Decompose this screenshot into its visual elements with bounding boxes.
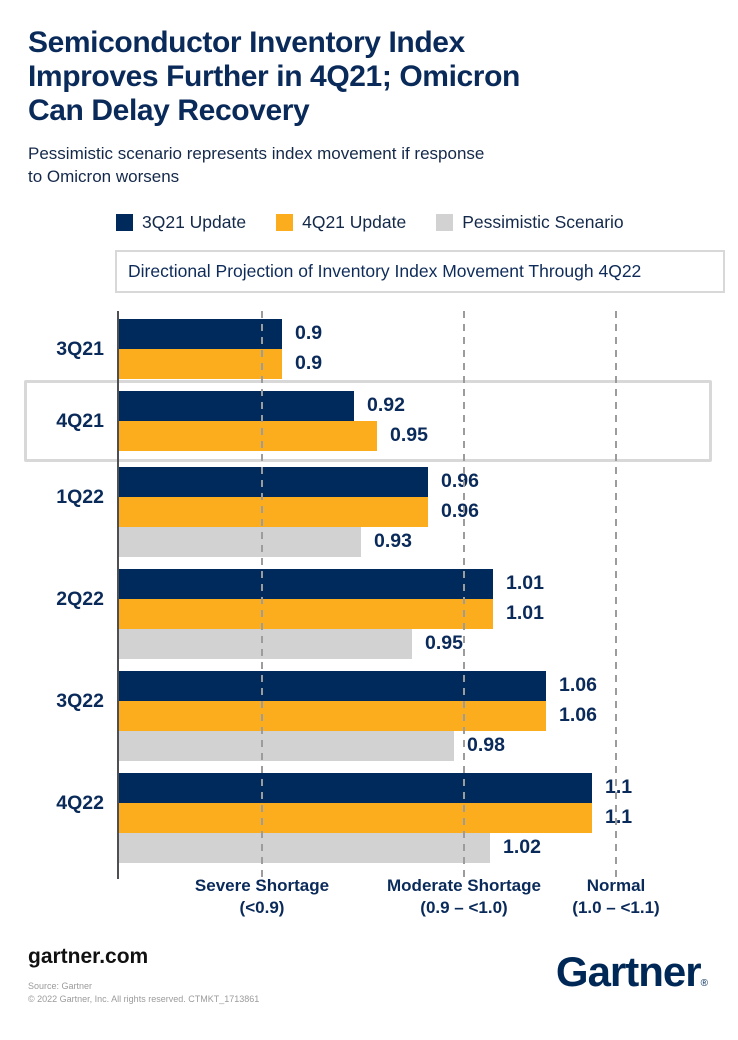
bar-3q21-update (118, 569, 493, 599)
bar-3q21-update (118, 773, 592, 803)
footer: gartner.com Source: Gartner © 2022 Gartn… (28, 945, 710, 1006)
bar-4q21-update (118, 599, 493, 629)
page-subtitle: Pessimistic scenario represents index mo… (28, 142, 710, 188)
axis-baseline (117, 311, 119, 879)
page-title: Semiconductor Inventory Index Improves F… (28, 26, 710, 128)
bar-chart: 3Q21 0.9 0.9 4Q21 0.92 (24, 311, 712, 921)
bar-4q21-update (118, 349, 282, 379)
source-line: Source: Gartner (28, 981, 93, 991)
bar-value-label: 1.01 (506, 572, 544, 595)
bar-4q21-update (118, 421, 377, 451)
bar-value-label: 0.9 (295, 322, 323, 345)
bar-value-label: 1.02 (503, 836, 541, 859)
bar-pessimistic (118, 629, 412, 659)
title-line-2: Improves Further in 4Q21; Omicron (28, 60, 520, 93)
gartner-com-link: gartner.com (28, 945, 149, 968)
bar-value-label: 0.95 (390, 424, 428, 447)
legend-label: Pessimistic Scenario (462, 212, 624, 232)
category-label: 4Q22 (56, 791, 104, 814)
bar-3q21-update (118, 319, 282, 349)
chart-rows: 3Q21 0.9 0.9 4Q21 0.92 (24, 319, 712, 863)
bar-value-label: 0.98 (467, 734, 505, 757)
bar-3q21-update (118, 467, 428, 497)
bar-3q21-update (118, 391, 354, 421)
bar-4q21-update (118, 701, 546, 731)
bar-pessimistic (118, 833, 490, 863)
title-line-3: Can Delay Recovery (28, 94, 310, 127)
legend-item-pessimistic: Pessimistic Scenario (436, 212, 624, 233)
category-label: 2Q22 (56, 587, 104, 610)
bar-value-label: 1.06 (559, 704, 597, 727)
bar-value-label: 0.96 (441, 500, 479, 523)
subtitle-line-2: to Omicron worsens (28, 167, 180, 186)
category-label: 3Q21 (56, 337, 104, 360)
bar-group-4q22: 4Q22 1.1 1.1 1.02 (28, 773, 710, 863)
bar-value-label: 1.01 (506, 602, 544, 625)
chart-legend: 3Q21 Update 4Q21 Update Pessimistic Scen… (116, 212, 710, 233)
gartner-logo: Gartner® (555, 948, 708, 995)
bar-group-1q22: 1Q22 0.96 0.96 0.93 (28, 467, 710, 557)
gridline-severe (261, 311, 263, 879)
category-label: 3Q22 (56, 689, 104, 712)
zone-label-moderate-shortage: Moderate Shortage (0.9 – <1.0) (387, 876, 541, 917)
subtitle-line-1: Pessimistic scenario represents index mo… (28, 144, 485, 163)
bar-group-3q21: 3Q21 0.9 0.9 (28, 319, 710, 379)
bar-group-4q21: 4Q21 0.92 0.95 (24, 380, 712, 462)
legend-item-4q21-update: 4Q21 Update (276, 212, 406, 233)
bar-group-3q22: 3Q22 1.06 1.06 0.98 (28, 671, 710, 761)
footer-left: gartner.com Source: Gartner © 2022 Gartn… (28, 945, 259, 1006)
copyright-line: © 2022 Gartner, Inc. All rights reserved… (28, 994, 260, 1004)
legend-swatch-gray (436, 214, 454, 231)
callout-box: Directional Projection of Inventory Inde… (115, 250, 725, 293)
legend-label: 4Q21 Update (302, 212, 407, 232)
legend-swatch-navy (116, 214, 133, 231)
bar-3q21-update (118, 671, 546, 701)
bar-4q21-update (118, 497, 428, 527)
bar-value-label: 0.92 (367, 394, 405, 417)
legend-swatch-orange (276, 214, 294, 231)
title-line-1: Semiconductor Inventory Index (28, 26, 465, 59)
legend-item-3q21-update: 3Q21 Update (116, 212, 246, 233)
bar-4q21-update (118, 803, 592, 833)
bar-value-label: 0.93 (374, 530, 412, 553)
bar-value-label: 1.1 (605, 806, 633, 829)
registered-trademark-icon: ® (700, 978, 708, 989)
callout-text: Directional Projection of Inventory Inde… (128, 261, 642, 281)
category-label: 1Q22 (56, 485, 104, 508)
bar-value-label: 1.06 (559, 674, 597, 697)
zone-label-severe-shortage: Severe Shortage (<0.9) (194, 876, 330, 917)
legend-label: 3Q21 Update (142, 212, 247, 232)
x-axis-zone-labels: Severe Shortage (<0.9) Moderate Shortage… (118, 873, 710, 921)
zone-label-normal: Normal (1.0 – <1.1) (572, 876, 660, 917)
bar-pessimistic (118, 731, 454, 761)
bar-pessimistic (118, 527, 361, 557)
bar-value-label: 0.95 (425, 632, 463, 655)
bar-group-2q22: 2Q22 1.01 1.01 0.95 (28, 569, 710, 659)
bar-value-label: 1.1 (605, 776, 633, 799)
gridline-moderate (463, 311, 465, 879)
category-label: 4Q21 (56, 409, 104, 432)
bar-value-label: 0.9 (295, 352, 323, 375)
gridline-normal (615, 311, 617, 879)
source-note: Source: Gartner © 2022 Gartner, Inc. All… (28, 980, 259, 1006)
bar-value-label: 0.96 (441, 470, 479, 493)
